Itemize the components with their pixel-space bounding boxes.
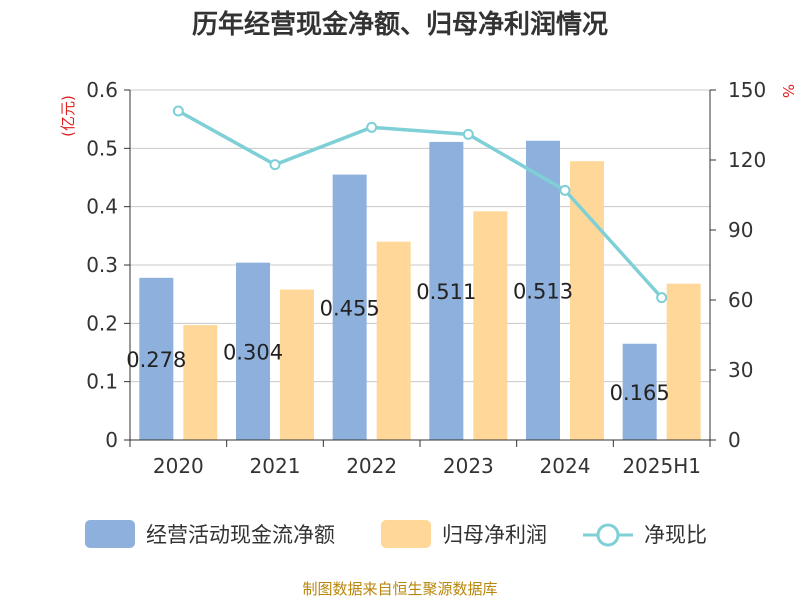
bar-cash-flow	[332, 174, 367, 441]
right-tick-label: 30	[728, 358, 753, 382]
right-tick-label: 120	[728, 148, 766, 172]
legend: 经营活动现金流净额 归母净利润 净现比	[85, 520, 707, 548]
left-tick-label: 0.4	[86, 195, 118, 219]
legend-marker-ratio	[596, 523, 620, 547]
right-tick-label: 90	[728, 218, 753, 242]
bar-cash-flow	[429, 141, 464, 440]
source-note: 制图数据来自恒生聚源数据库	[302, 580, 497, 598]
legend-label-ratio: 净现比	[644, 523, 707, 547]
axes: 0 0.1 0.2 0.3 0.4 0.5 0.6 0 30 60 90 120 150 2020 2021…	[86, 78, 766, 478]
ratio-line-path	[177, 109, 663, 299]
left-axis-unit: (亿元)	[59, 95, 77, 137]
left-tick-label: 0.3	[86, 253, 118, 277]
bar-net-profit	[570, 161, 604, 440]
x-category-label: 2025H1	[622, 454, 701, 478]
x-category-label: 2020	[153, 454, 204, 478]
right-tick-label: 0	[728, 428, 741, 452]
left-tick-label: 0.5	[86, 136, 118, 160]
data-label-cash-flow: 0.511	[416, 280, 476, 304]
legend-label-cash-flow: 经营活动现金流净额	[146, 523, 335, 547]
ratio-point	[559, 184, 571, 196]
ratio-point	[366, 121, 378, 133]
x-category-label: 2022	[346, 454, 397, 478]
left-tick-label: 0.2	[86, 311, 118, 335]
legend-swatch-net-profit	[381, 520, 431, 548]
data-label-cash-flow: 0.455	[320, 296, 380, 320]
ratio-point	[269, 159, 281, 171]
legend-swatch-cash-flow	[85, 520, 135, 548]
data-label-cash-flow: 0.513	[513, 279, 573, 303]
left-tick-label: 0.1	[86, 370, 118, 394]
bar-cash-flow	[139, 277, 174, 440]
bar-cash-flow	[526, 140, 560, 440]
x-category-label: 2023	[443, 454, 494, 478]
data-label-cash-flow: 0.278	[126, 348, 186, 372]
ratio-line	[172, 105, 668, 304]
chart-title: 历年经营现金净额、归母净利润情况	[192, 9, 608, 40]
bar-net-profit	[666, 283, 701, 440]
left-tick-label: 0	[105, 428, 118, 452]
legend-label-net-profit: 归母净利润	[442, 523, 547, 547]
right-axis-unit: %	[779, 84, 797, 98]
ratio-point	[462, 128, 474, 140]
bar-net-profit	[376, 241, 411, 440]
data-label-cash-flow: 0.304	[223, 340, 283, 364]
bars	[139, 140, 701, 441]
x-category-label: 2024	[540, 454, 591, 478]
data-label-cash-flow: 0.165	[610, 381, 670, 405]
right-tick-label: 60	[728, 288, 753, 312]
bar-cash-flow	[236, 262, 270, 440]
bar-net-profit	[473, 211, 508, 440]
x-category-label: 2021	[250, 454, 301, 478]
right-tick-label: 150	[728, 78, 766, 102]
grid	[130, 89, 710, 383]
ratio-point	[656, 292, 668, 304]
bar-net-profit	[183, 325, 218, 440]
data-labels: 0.278 0.304 0.455 0.511 0.513 0.165	[126, 279, 669, 405]
ratio-point	[172, 105, 184, 117]
bar-net-profit	[280, 289, 314, 440]
left-tick-label: 0.6	[86, 78, 118, 102]
bar-cash-flow	[622, 343, 657, 440]
